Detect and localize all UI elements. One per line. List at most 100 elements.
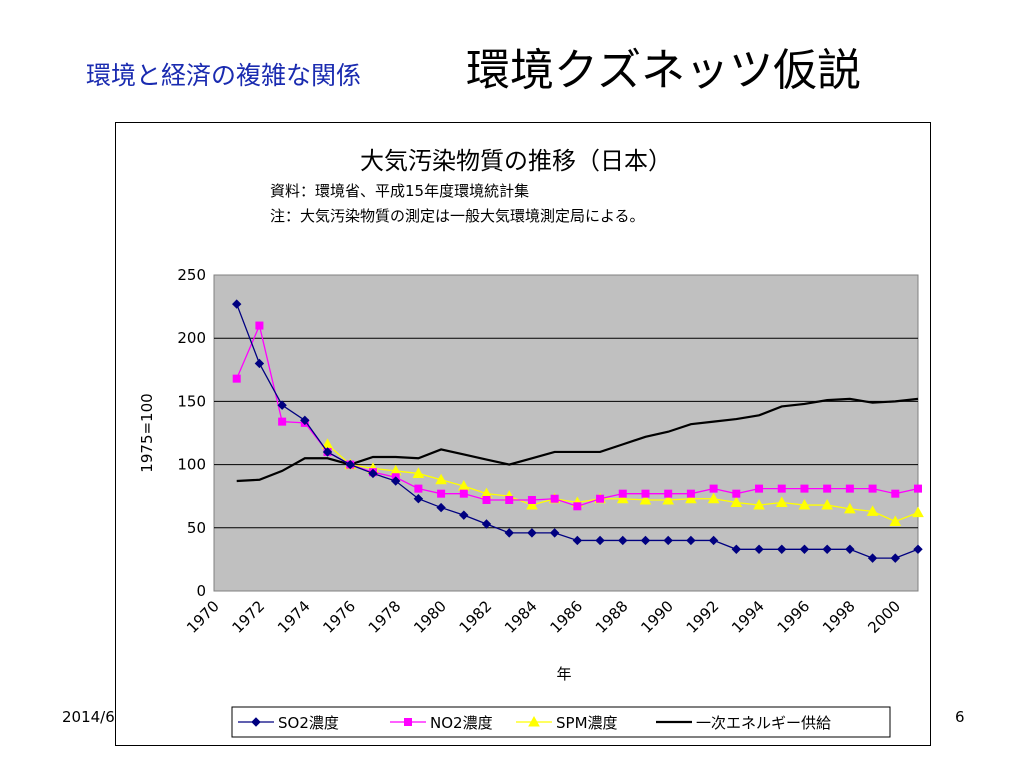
data-point [708,535,719,546]
data-point [278,417,287,426]
y-tick-label: 100 [177,456,206,474]
chart-source-note: 資料：環境省、平成15年度環境統計集 [270,182,529,200]
data-point [481,519,492,529]
data-point [709,484,718,493]
y-tick-label: 150 [177,392,206,410]
legend-label: SPM濃度 [556,714,618,732]
data-point [550,494,559,503]
data-point [821,499,834,510]
data-point [459,489,468,498]
data-point [527,528,537,538]
legend-item: 一次エネルギー供給 [656,714,831,732]
data-point [390,476,401,486]
x-tick-label: 1982 [456,597,496,637]
data-point [595,535,605,546]
data-point [414,484,423,493]
data-point [618,535,628,546]
data-point [663,535,673,546]
data-point [890,553,900,563]
data-point [504,528,514,538]
y-axis-label: 1975=100 [138,393,156,472]
data-point [823,484,832,493]
legend-item: SO2濃度 [238,714,339,732]
data-point [868,484,877,493]
data-point [730,496,743,508]
y-tick-label: 250 [177,266,206,284]
legend-marker [528,715,540,727]
data-point [255,321,264,330]
legend-label: NO2濃度 [430,714,493,732]
data-point [573,502,582,511]
x-tick-label: 1974 [274,597,314,637]
slide-date: 2014/6 [62,708,115,726]
series-1 [232,299,923,563]
legend-label: SO2濃度 [278,714,339,732]
data-point [732,489,741,498]
data-point [232,299,242,309]
data-point [412,467,425,478]
data-point [482,495,491,504]
data-point [345,459,355,470]
x-tick-label: 1980 [410,597,450,637]
data-point [254,358,265,369]
x-tick-label: 2000 [864,597,904,637]
legend-item: NO2濃度 [390,714,493,732]
data-point [914,484,922,493]
legend-item: SPM濃度 [516,714,618,732]
legend-label: 一次エネルギー供給 [696,714,831,732]
data-point [640,535,651,546]
data-point [845,484,854,493]
data-point [753,499,765,510]
data-point [572,535,583,546]
x-tick-label: 1984 [501,597,541,637]
page-number: 6 [955,708,965,726]
x-tick-label: 1970 [183,597,223,637]
chart-frame: 大気汚染物質の推移（日本） 資料：環境省、平成15年度環境統計集 注：大気汚染物… [115,122,931,746]
data-point [437,489,446,498]
data-point [641,489,650,498]
x-tick-label: 1978 [365,597,405,637]
data-point [526,499,538,510]
data-point [277,400,287,410]
data-point [844,502,856,514]
series-group [232,299,924,563]
x-tick-label: 1976 [319,597,359,637]
data-point [799,544,810,554]
legend-marker [404,718,412,726]
data-point [775,496,788,508]
data-point [435,473,447,485]
data-point [777,484,786,493]
data-point [707,492,720,504]
data-point [618,489,627,498]
data-point [505,495,514,504]
x-tick-label: 1990 [637,597,677,637]
chart-legend: SO2濃度 NO2濃度 SPM濃度 一次エネルギー供給 [231,706,891,738]
data-point [616,492,629,504]
data-point [549,528,560,538]
data-point [889,515,902,526]
data-point [686,535,696,546]
data-point [639,493,652,505]
legend-box [231,706,891,738]
data-point [436,502,446,513]
data-point [527,495,536,504]
x-tick-label: 1994 [728,597,768,637]
x-axis-label: 年 [556,665,571,683]
x-tick-label: 1992 [683,597,723,637]
y-tick-label: 200 [177,329,206,347]
y-tick-label: 0 [196,582,206,600]
plot-area [213,274,919,592]
data-point [800,484,809,493]
data-point [798,499,811,510]
x-tick-label: 1986 [546,597,586,637]
gridlines [214,337,918,529]
slide-title: 環境クズネッツ仮説 [466,45,862,96]
data-point [822,544,832,554]
data-point [459,510,469,520]
x-axis-ticks: 1970 1972 1974 1976 1978 1980 1982 1984 1986 1988… [183,597,904,637]
data-point [866,505,879,516]
y-tick-label: 50 [187,519,206,537]
x-tick-label: 1998 [819,597,859,637]
data-point [686,489,695,498]
data-point [891,489,900,498]
